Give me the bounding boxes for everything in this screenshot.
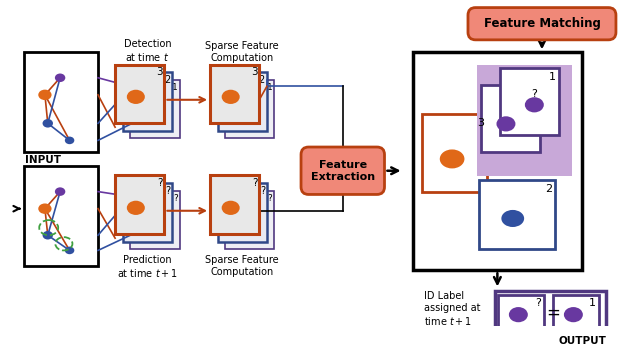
Ellipse shape — [232, 210, 245, 221]
Ellipse shape — [232, 99, 245, 110]
Bar — [123, 183, 172, 242]
Bar — [477, 65, 572, 176]
Text: ?: ? — [173, 194, 178, 203]
Text: 2: 2 — [545, 184, 552, 194]
Ellipse shape — [564, 307, 583, 322]
Text: INPUT: INPUT — [25, 154, 61, 165]
Bar — [115, 175, 164, 234]
Text: Sparse Feature
Computation: Sparse Feature Computation — [205, 41, 279, 63]
Text: ?: ? — [268, 194, 273, 203]
FancyBboxPatch shape — [468, 8, 616, 40]
Text: 3: 3 — [251, 67, 257, 77]
Text: 2: 2 — [164, 75, 170, 85]
Bar — [24, 52, 98, 152]
Bar — [131, 191, 180, 249]
Ellipse shape — [509, 307, 528, 322]
Bar — [225, 80, 275, 139]
Bar — [225, 191, 275, 249]
Text: 3: 3 — [156, 67, 163, 77]
Text: ?: ? — [260, 186, 265, 196]
Text: =: = — [546, 303, 559, 322]
Ellipse shape — [42, 231, 53, 239]
Bar — [210, 65, 259, 123]
FancyBboxPatch shape — [301, 147, 385, 194]
Bar — [210, 175, 259, 234]
Ellipse shape — [127, 201, 145, 215]
Text: Feature Matching: Feature Matching — [484, 17, 600, 30]
Ellipse shape — [525, 97, 544, 112]
Text: Detection
at time $t$: Detection at time $t$ — [124, 39, 171, 63]
Text: Prediction
at time $t+1$: Prediction at time $t+1$ — [117, 255, 178, 279]
Ellipse shape — [137, 210, 150, 221]
Ellipse shape — [440, 149, 465, 169]
Bar — [495, 291, 607, 334]
Text: ?: ? — [535, 298, 541, 308]
Ellipse shape — [501, 210, 524, 227]
Text: 1: 1 — [549, 72, 556, 82]
Bar — [218, 183, 267, 242]
Bar — [218, 72, 267, 131]
Ellipse shape — [221, 90, 240, 104]
Text: ID Label
assigned at
time $t+1$: ID Label assigned at time $t+1$ — [424, 291, 481, 327]
Ellipse shape — [65, 137, 74, 144]
Bar — [413, 52, 582, 270]
Text: Feature
Extraction: Feature Extraction — [310, 160, 375, 182]
Ellipse shape — [221, 201, 240, 215]
Bar — [500, 68, 559, 135]
Text: 3: 3 — [477, 118, 484, 128]
Text: ?: ? — [165, 186, 170, 196]
Bar — [499, 295, 544, 330]
Text: ?: ? — [252, 178, 257, 188]
Bar — [24, 166, 98, 266]
Bar — [115, 65, 164, 123]
Ellipse shape — [497, 116, 515, 131]
Bar — [123, 72, 172, 131]
Ellipse shape — [65, 247, 74, 254]
Ellipse shape — [137, 99, 150, 110]
Text: ?: ? — [157, 178, 163, 188]
Bar — [554, 295, 599, 330]
Text: 1: 1 — [267, 83, 273, 92]
Ellipse shape — [55, 74, 65, 82]
Ellipse shape — [38, 90, 52, 100]
Ellipse shape — [42, 119, 53, 128]
Text: OUTPUT: OUTPUT — [559, 336, 607, 344]
Text: 1: 1 — [589, 298, 596, 308]
Bar — [131, 80, 180, 139]
Text: 2: 2 — [259, 75, 265, 85]
Text: Sparse Feature
Computation: Sparse Feature Computation — [205, 255, 279, 277]
Text: 1: 1 — [172, 83, 178, 92]
Text: ?: ? — [531, 89, 537, 99]
Bar — [481, 85, 540, 152]
Bar — [479, 180, 556, 248]
Ellipse shape — [38, 203, 52, 214]
Bar — [422, 114, 487, 192]
Ellipse shape — [55, 187, 65, 196]
Ellipse shape — [127, 90, 145, 104]
